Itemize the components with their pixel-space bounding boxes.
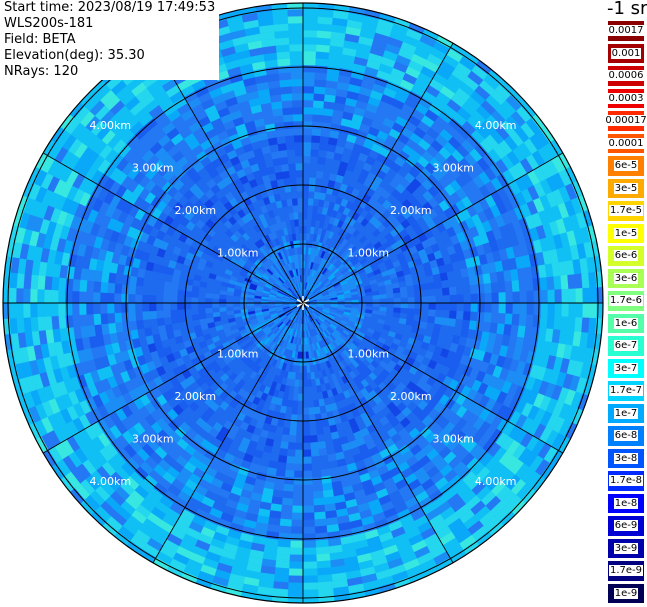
range-ring-label: 2.00km	[390, 390, 432, 403]
range-ring-label: 1.00km	[217, 347, 259, 360]
range-ring-label: 3.00km	[432, 432, 474, 445]
colorbar-level-label: 0.0003	[607, 92, 645, 104]
colorbar-level-label: 6e-5	[613, 160, 639, 172]
colorbar-level: 1e-5	[607, 222, 645, 244]
colorbar-level: 1e-8	[607, 492, 645, 514]
colorbar-level-label: 6e-8	[613, 430, 639, 442]
azimuth-spoke	[302, 302, 564, 454]
azimuth-spokes	[3, 3, 603, 603]
ppi-scan-plot: 1.00km 1.00km 1.00km 1.00km 2.00km 2.00km 2.00…	[2, 2, 604, 604]
colorbar-level: 0.0003	[607, 87, 645, 109]
colorbar-level-label: 3e-6	[613, 272, 639, 284]
range-ring-label: 4.00km	[90, 119, 132, 132]
colorbar-level-label: 0.001	[610, 47, 642, 59]
instrument-label: WLS200s-181	[2, 16, 96, 32]
azimuth-spoke	[152, 302, 304, 564]
azimuth-spoke	[42, 302, 304, 454]
range-ring-label: 1.00km	[347, 347, 389, 360]
range-ring-label: 5.00km	[47, 517, 89, 530]
colorbar-level: 0.0017	[607, 20, 645, 42]
units-label: -1 sr	[607, 0, 647, 19]
colorbar-level-label: 3e-7	[613, 362, 639, 374]
azimuth-spoke	[302, 42, 454, 304]
colorbar-level-label: 0.00017	[604, 115, 647, 127]
colorbar-level: 1.7e-6	[607, 290, 645, 312]
colorbar-level: 3e-5	[607, 177, 645, 199]
colorbar-level: 0.00017	[604, 110, 647, 132]
colorbar-level-label: 1.7e-6	[608, 295, 644, 307]
range-ring-label: 5.00km	[517, 77, 559, 90]
azimuth-spoke	[42, 152, 304, 304]
colorbar-level: 1.7e-7	[607, 380, 645, 402]
colorbar-level: 1.7e-9	[607, 560, 645, 582]
colorbar-level-label: 1e-9	[613, 587, 639, 599]
colorbar-level: 3e-7	[607, 357, 645, 379]
range-ring-label: 4.00km	[475, 475, 517, 488]
colorbar-level-label: 1e-5	[613, 227, 639, 239]
range-ring-label: 2.00km	[174, 204, 216, 217]
colorbar-level: 1e-6	[607, 312, 645, 334]
colorbar-level-label: 1.7e-8	[608, 475, 644, 487]
colorbar-level: 3e-9	[607, 537, 645, 559]
colorbar-level: 1.7e-5	[607, 200, 645, 222]
range-ring-label: 1.00km	[217, 247, 259, 260]
colorbar-level-label: 0.0006	[607, 70, 645, 82]
range-ring-label: 3.00km	[132, 162, 174, 175]
colorbar-level-label: 3e-9	[613, 542, 639, 554]
colorbar-level-label: 6e-9	[613, 520, 639, 532]
range-ring-label: 1.00km	[347, 247, 389, 260]
colorbar-level-label: 1.7e-9	[608, 565, 644, 577]
colorbar-level-label: 3e-8	[613, 452, 639, 464]
start-time-label: Start time: 2023/08/19 17:49:53	[2, 0, 218, 16]
colorbar-level: 6e-8	[607, 425, 645, 447]
colorbar-level: 6e-5	[607, 155, 645, 177]
colorbar-level: 0.001	[607, 42, 645, 64]
colorbar-level-label: 0.0001	[607, 137, 645, 149]
range-ring-label: 3.00km	[432, 162, 474, 175]
range-ring-label: 2.00km	[174, 390, 216, 403]
radar-origin-marker	[296, 296, 310, 310]
colorbar-level-label: 1e-7	[613, 407, 639, 419]
range-ring-label: 4.00km	[90, 475, 132, 488]
colorbar-level: 0.0001	[607, 132, 645, 154]
colorbar-level-label: 3e-5	[613, 182, 639, 194]
range-ring-label: 2.00km	[390, 204, 432, 217]
colorbar-level: 6e-9	[607, 515, 645, 537]
nrays-label: NRays: 120	[2, 64, 81, 80]
field-label: Field: BETA	[2, 32, 78, 48]
colorbar-level-label: 0.0017	[607, 25, 645, 37]
range-ring-label: 5.00km	[517, 517, 559, 530]
colorbar-level: 1e-7	[607, 402, 645, 424]
azimuth-spoke	[302, 302, 454, 564]
colorbar-level: 0.0006	[607, 65, 645, 87]
colorbar-level-label: 1e-6	[613, 317, 639, 329]
colorbar-level: 6e-7	[607, 335, 645, 357]
colorbar-level-label: 6e-6	[613, 250, 639, 262]
colorbar-level-label: 1.7e-7	[608, 385, 644, 397]
azimuth-spoke	[152, 42, 304, 304]
azimuth-spoke	[302, 152, 564, 304]
colorbar-level: 1.7e-8	[607, 470, 645, 492]
range-ring-label: 4.00km	[475, 119, 517, 132]
range-ring-labels: 1.00km 1.00km 1.00km 1.00km 2.00km 2.00km 2.00…	[47, 77, 559, 531]
colorbar-level: 3e-6	[607, 267, 645, 289]
colorbar-level: 3e-8	[607, 447, 645, 469]
colorbar-level-label: 1e-8	[613, 497, 639, 509]
elevation-label: Elevation(deg): 35.30	[2, 48, 147, 64]
range-ring-label: 3.00km	[132, 432, 174, 445]
colorbar-level: 6e-6	[607, 245, 645, 267]
scan-info-panel: Start time: 2023/08/19 17:49:53 WLS200s-…	[0, 0, 220, 80]
colorbar-level: 1e-9	[607, 582, 645, 604]
colorbar-level-label: 1.7e-5	[608, 205, 644, 217]
colorbar-level-label: 6e-7	[613, 340, 639, 352]
